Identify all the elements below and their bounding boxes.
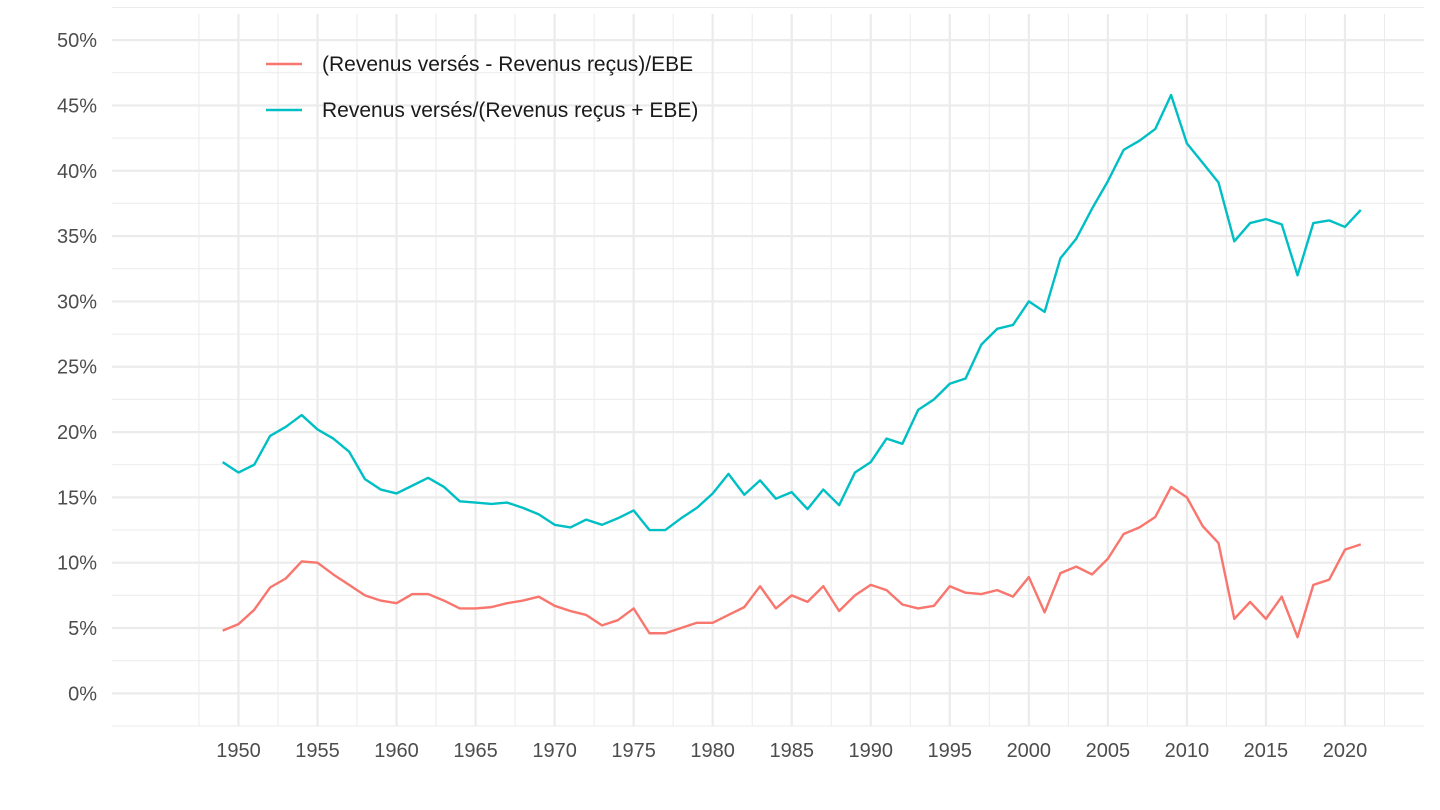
x-tick-label: 1950: [216, 740, 261, 762]
y-tick-label: 30%: [57, 291, 97, 313]
x-axis: 1950 1955 1960 1965 1970 1975 1980 1985 1990 1995…: [216, 740, 1367, 762]
x-tick-label: 1985: [769, 740, 814, 762]
x-tick-label: 2005: [1086, 740, 1131, 762]
y-tick-label: 45%: [57, 95, 97, 117]
x-tick-label: 1980: [690, 740, 735, 762]
x-tick-label: 1975: [611, 740, 656, 762]
y-tick-label: 20%: [57, 422, 97, 444]
series-line-2: [221, 93, 1362, 532]
y-tick-label: 25%: [57, 357, 97, 379]
y-tick-label: 35%: [57, 226, 97, 248]
y-axis: 0% 5% 10% 15% 20% 25% 30% 35% 40% 45% 50%: [57, 30, 97, 705]
series-lines: [221, 93, 1362, 639]
x-tick-label: 1995: [928, 740, 973, 762]
x-tick-label: 1960: [374, 740, 419, 762]
y-tick-label: 0%: [68, 683, 97, 705]
x-tick-label: 1990: [848, 740, 893, 762]
minor-gridlines: [112, 6, 1424, 727]
x-tick-label: 1955: [295, 740, 340, 762]
legend-label-2: Revenus versés/(Revenus reçus + EBE): [322, 99, 698, 122]
x-tick-label: 2020: [1323, 740, 1368, 762]
series-line-1: [222, 485, 1362, 639]
x-tick-label: 2000: [1007, 740, 1052, 762]
y-tick-label: 10%: [57, 553, 97, 575]
x-tick-label: 1970: [532, 740, 577, 762]
x-tick-label: 2015: [1244, 740, 1289, 762]
y-tick-label: 50%: [57, 30, 97, 52]
x-tick-label: 2010: [1165, 740, 1210, 762]
x-tick-label: 1965: [453, 740, 498, 762]
y-tick-label: 5%: [68, 618, 97, 640]
y-tick-label: 15%: [57, 487, 97, 509]
legend-label-1: (Revenus versés - Revenus reçus)/EBE: [322, 53, 693, 76]
legend: (Revenus versés - Revenus reçus)/EBE Reve…: [266, 53, 698, 122]
y-tick-label: 40%: [57, 161, 97, 183]
